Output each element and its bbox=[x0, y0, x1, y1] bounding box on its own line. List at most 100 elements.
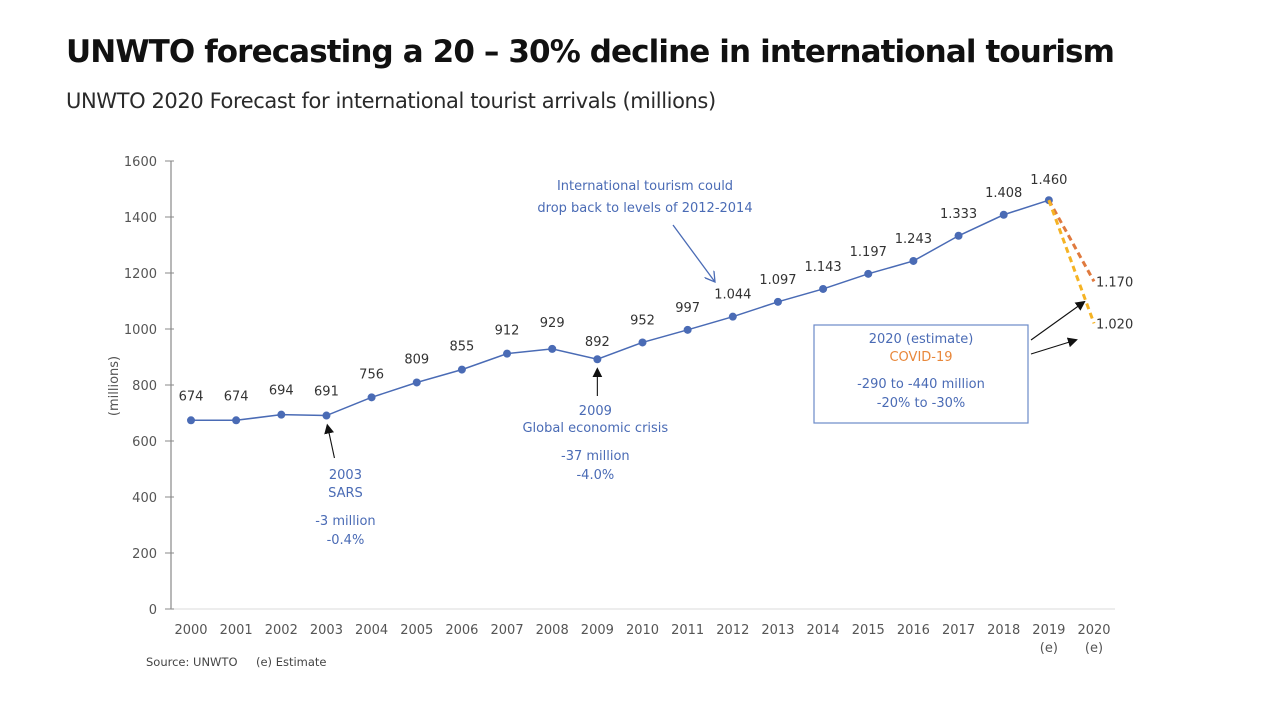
y-tick-label: 600 bbox=[132, 435, 157, 450]
x-tick-label: 2000 bbox=[174, 623, 207, 638]
x-tick-label: 2004 bbox=[355, 623, 388, 638]
data-label: 1.333 bbox=[940, 207, 977, 222]
y-tick-label: 1200 bbox=[124, 267, 157, 282]
data-point bbox=[954, 231, 963, 240]
x-tick-label: 2001 bbox=[220, 623, 253, 638]
y-tick-label: 1600 bbox=[124, 155, 157, 170]
covid-box-title: 2020 (estimate) bbox=[869, 332, 974, 347]
data-point bbox=[322, 411, 331, 420]
sars-year: 2003 bbox=[329, 468, 362, 483]
y-tick-label: 400 bbox=[132, 491, 157, 506]
forecast-label: 1.020 bbox=[1096, 317, 1133, 332]
data-label: 1.460 bbox=[1030, 173, 1067, 188]
forecast-line-lower bbox=[1047, 199, 1096, 324]
data-point bbox=[457, 365, 466, 374]
slide-subtitle: UNWTO 2020 Forecast for international to… bbox=[66, 89, 716, 113]
data-label: 1.408 bbox=[985, 186, 1022, 201]
crisis-stat-million: -37 million bbox=[561, 449, 630, 464]
x-tick-label: 2011 bbox=[671, 623, 704, 638]
source-note: Source: UNWTO bbox=[146, 655, 238, 669]
data-label: 1.243 bbox=[895, 232, 932, 247]
data-point bbox=[412, 378, 421, 387]
data-point bbox=[773, 297, 782, 306]
crisis-label: Global economic crisis bbox=[522, 421, 668, 436]
data-label: 674 bbox=[224, 389, 249, 404]
data-label: 929 bbox=[540, 316, 565, 331]
x-tick-label: 2006 bbox=[445, 623, 478, 638]
data-label: 1.197 bbox=[850, 245, 887, 260]
data-label: 855 bbox=[449, 340, 474, 355]
estimate-note: (e) Estimate bbox=[256, 655, 327, 669]
y-tick-label: 200 bbox=[132, 547, 157, 562]
x-tick-sublabel: (e) bbox=[1040, 641, 1058, 656]
x-tick-label: 2012 bbox=[716, 623, 749, 638]
data-point bbox=[819, 284, 828, 293]
y-tick-label: 1000 bbox=[124, 323, 157, 338]
data-point bbox=[728, 312, 737, 321]
series-layer bbox=[187, 196, 1053, 425]
x-tick-sublabel: (e) bbox=[1085, 641, 1103, 656]
sars-label: SARS bbox=[328, 486, 363, 501]
data-point bbox=[909, 256, 918, 265]
x-tick-label: 2003 bbox=[310, 623, 343, 638]
data-point bbox=[232, 416, 241, 425]
data-point bbox=[187, 416, 195, 425]
data-label: 691 bbox=[314, 385, 339, 400]
data-point bbox=[999, 210, 1008, 219]
forecast-line-upper bbox=[1047, 199, 1096, 283]
annotations-layer: 2003 SARS -3 million -0.4% 2009 Global econom… bbox=[146, 179, 1086, 669]
sars-stat-million: -3 million bbox=[315, 514, 375, 529]
covid-box-stat-percent: -20% to -30% bbox=[877, 396, 966, 411]
covid-arrow-upper bbox=[1030, 300, 1086, 341]
x-tick-label: 2015 bbox=[852, 623, 885, 638]
covid-box bbox=[813, 324, 1029, 424]
y-tick-label: 0 bbox=[149, 603, 157, 618]
covid-arrow-lower bbox=[1030, 337, 1078, 355]
dropback-arrow bbox=[672, 224, 715, 282]
x-tick-label: 2019 bbox=[1032, 623, 1065, 638]
value-labels: 674 674 694 691 756 809 855 912 929 892 952 997 1.04… bbox=[179, 173, 1134, 404]
x-tick-label: 2017 bbox=[942, 623, 975, 638]
y-tick-label: 800 bbox=[132, 379, 157, 394]
x-tick-label: 2005 bbox=[400, 623, 433, 638]
x-tick-label: 2020 bbox=[1077, 623, 1110, 638]
data-label: 674 bbox=[179, 389, 204, 404]
x-tick-label: 2008 bbox=[536, 623, 569, 638]
data-point bbox=[638, 338, 647, 347]
crisis-stat-percent: -4.0% bbox=[576, 468, 614, 483]
data-point bbox=[683, 325, 692, 334]
x-tick-label: 2013 bbox=[761, 623, 794, 638]
covid-box-stat-million: -290 to -440 million bbox=[857, 377, 985, 392]
data-label: 952 bbox=[630, 313, 655, 328]
data-label: 1.097 bbox=[759, 273, 796, 288]
data-point bbox=[864, 269, 873, 278]
covid-box-label: COVID-19 bbox=[889, 350, 952, 365]
y-tick-label: 1400 bbox=[124, 211, 157, 226]
x-tick-label: 2018 bbox=[987, 623, 1020, 638]
axes: 0 200 400 600 800 1000 1200 1400 1600 (millions) 2… bbox=[107, 155, 1115, 656]
sars-arrow bbox=[324, 423, 335, 459]
x-tick-label: 2007 bbox=[491, 623, 524, 638]
dropback-line1: International tourism could bbox=[557, 179, 733, 194]
forecast-label: 1.170 bbox=[1096, 275, 1133, 290]
data-label: 809 bbox=[404, 352, 429, 367]
data-label: 1.044 bbox=[714, 288, 751, 303]
x-tick-label: 2014 bbox=[807, 623, 840, 638]
data-label: 892 bbox=[585, 335, 610, 350]
data-point bbox=[593, 355, 602, 364]
x-tick-label: 2016 bbox=[897, 623, 930, 638]
series-line bbox=[191, 199, 1050, 422]
data-label: 997 bbox=[675, 301, 700, 316]
data-label: 1.143 bbox=[804, 260, 841, 275]
dropback-line2: drop back to levels of 2012-2014 bbox=[537, 201, 752, 216]
data-point bbox=[503, 349, 512, 358]
x-tick-label: 2002 bbox=[265, 623, 298, 638]
forecast-layer bbox=[1047, 199, 1096, 324]
data-point bbox=[367, 393, 376, 402]
data-label: 756 bbox=[359, 367, 384, 382]
slide-title: UNWTO forecasting a 20 – 30% decline in … bbox=[66, 34, 1115, 70]
sars-stat-percent: -0.4% bbox=[327, 533, 365, 548]
crisis-year: 2009 bbox=[579, 404, 612, 419]
data-point bbox=[548, 344, 557, 353]
